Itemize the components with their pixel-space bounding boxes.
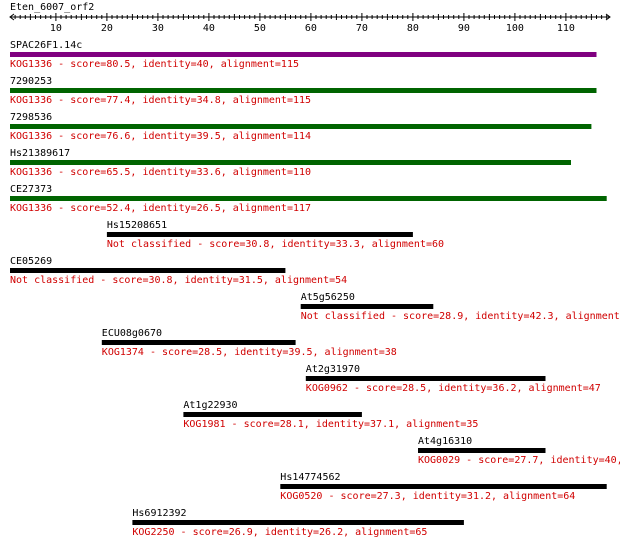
hit-label: KOG0520 - score=27.3, identity=31.2, ali… — [280, 491, 575, 502]
hit-row: At5g56250 Not classified - score=28.9, id… — [300, 292, 620, 322]
hit-name: 7290253 — [10, 76, 52, 87]
hit-bar — [10, 196, 607, 201]
axis-tick-label: 10 — [50, 23, 62, 34]
axis-tick-label: 50 — [254, 23, 266, 34]
hit-bar — [418, 448, 546, 453]
hit-row: 7290253 KOG1336 - score=77.4, identity=34… — [10, 76, 597, 106]
hit-bar — [10, 160, 571, 165]
hit-name: SPAC26F1.14c — [10, 40, 82, 51]
hit-bar — [280, 484, 607, 489]
hit-name: Hs6912392 — [132, 508, 186, 519]
hit-row: SPAC26F1.14c KOG1336 - score=80.5, identi… — [10, 40, 597, 70]
hit-name: ECU08g0670 — [102, 328, 162, 339]
hit-row: Hs21389617 KOG1336 - score=65.5, identity… — [10, 148, 571, 178]
hit-label: Not classified - score=30.8, identity=31… — [10, 275, 347, 286]
hit-name: At1g22930 — [183, 400, 237, 411]
hit-row: Hs6912392 KOG2250 - score=26.9, identity=… — [132, 508, 464, 538]
hit-name: At4g16310 — [418, 436, 472, 447]
hit-label: KOG1981 - score=28.1, identity=37.1, ali… — [183, 419, 478, 430]
hit-label: Not classified - score=28.9, identity=42… — [301, 311, 620, 322]
hit-label: KOG0962 - score=28.5, identity=36.2, ali… — [306, 383, 601, 394]
hit-label: KOG1374 - score=28.5, identity=39.5, ali… — [102, 347, 397, 358]
hit-row: 7298536 KOG1336 - score=76.6, identity=39… — [10, 112, 592, 142]
hit-row: CE05269 Not classified - score=30.8, iden… — [10, 256, 347, 286]
hit-name: 7298536 — [10, 112, 52, 123]
axis-tick-label: 70 — [356, 23, 368, 34]
hit-row: Hs14774562 KOG0520 - score=27.3, identity… — [280, 472, 607, 502]
hit-name: CE27373 — [10, 184, 52, 195]
hit-row: CE27373 KOG1336 - score=52.4, identity=26… — [10, 184, 607, 214]
axis-left-arrow-icon — [9, 13, 15, 21]
hit-label: KOG1336 - score=76.6, identity=39.5, ali… — [10, 131, 311, 142]
axis-right-arrow-icon — [605, 13, 611, 21]
hit-name: Hs15208651 — [107, 220, 167, 231]
hit-row: At2g31970 KOG0962 - score=28.5, identity=… — [305, 364, 601, 394]
hit-name: CE05269 — [10, 256, 52, 267]
axis-tick-label: 20 — [101, 23, 113, 34]
axis-tick-label: 80 — [407, 23, 419, 34]
hit-bar — [101, 340, 296, 345]
hit-label: Not classified - score=30.8, identity=33… — [107, 239, 444, 250]
axis-tick-label: 100 — [506, 23, 524, 34]
hit-name: Hs21389617 — [10, 148, 70, 159]
hit-bar — [132, 520, 464, 525]
sequence-axis: 10 20 30 40 50 60 70 80 90 100 110 — [9, 13, 611, 34]
hit-label: KOG1336 - score=77.4, identity=34.8, ali… — [10, 95, 311, 106]
hit-bar — [300, 304, 434, 309]
hit-bar — [10, 52, 597, 57]
hit-row: ECU08g0670 KOG1374 - score=28.5, identity… — [101, 328, 397, 358]
hit-list: SPAC26F1.14c KOG1336 - score=80.5, identi… — [10, 40, 620, 538]
query-name: Eten_6007_orf2 — [10, 2, 94, 13]
hit-bar — [10, 124, 592, 129]
hit-label: KOG2250 - score=26.9, identity=26.2, ali… — [132, 527, 427, 538]
axis-tick-label: 60 — [305, 23, 317, 34]
hit-bar — [183, 412, 362, 417]
hit-row: At4g16310 KOG0029 - score=27.7, identity=… — [418, 436, 620, 466]
hit-name: Hs14774562 — [280, 472, 340, 483]
hit-label: KOG0029 - score=27.7, identity=40, — [418, 455, 620, 466]
hit-label: KOG1336 - score=80.5, identity=40, align… — [10, 59, 299, 70]
axis-tick-label: 90 — [458, 23, 470, 34]
hit-name: At5g56250 — [301, 292, 355, 303]
hit-label: KOG1336 - score=65.5, identity=33.6, ali… — [10, 167, 311, 178]
hit-row: Hs15208651 Not classified - score=30.8, i… — [106, 220, 444, 250]
axis-tick-label: 30 — [152, 23, 164, 34]
hit-name: At2g31970 — [306, 364, 360, 375]
hit-label: KOG1336 - score=52.4, identity=26.5, ali… — [10, 203, 311, 214]
hit-bar — [10, 268, 286, 273]
hit-row: At1g22930 KOG1981 - score=28.1, identity=… — [183, 400, 478, 430]
hit-bar — [106, 232, 413, 237]
hit-bar — [10, 88, 597, 93]
hit-bar — [305, 376, 546, 381]
axis-tick-label: 40 — [203, 23, 215, 34]
axis-tick-label: 110 — [557, 23, 575, 34]
